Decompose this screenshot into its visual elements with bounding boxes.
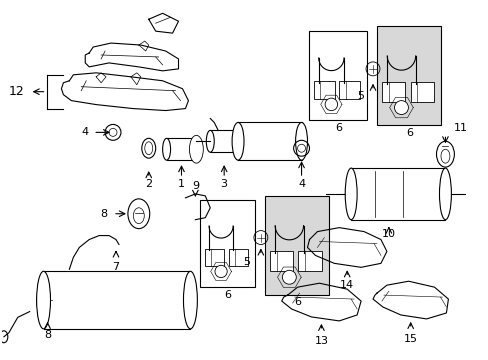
Bar — [166, 138, 196, 160]
Circle shape — [394, 100, 407, 114]
Text: 4: 4 — [81, 127, 89, 138]
Ellipse shape — [0, 331, 8, 343]
Text: 3: 3 — [220, 179, 227, 189]
Text: 2: 2 — [145, 179, 152, 189]
Text: 4: 4 — [297, 179, 305, 189]
Text: 12: 12 — [9, 85, 24, 98]
Text: 11: 11 — [453, 123, 468, 134]
Ellipse shape — [37, 271, 50, 329]
Ellipse shape — [128, 199, 149, 229]
Ellipse shape — [37, 286, 59, 316]
Text: 5: 5 — [357, 91, 364, 101]
Ellipse shape — [439, 168, 450, 220]
Bar — [228, 249, 248, 266]
Bar — [409, 82, 433, 102]
Bar — [339, 81, 359, 99]
Text: 6: 6 — [406, 129, 412, 138]
Ellipse shape — [189, 135, 203, 163]
Bar — [210, 130, 238, 152]
Bar — [204, 249, 224, 266]
Ellipse shape — [345, 168, 356, 220]
Bar — [309, 31, 366, 121]
Circle shape — [215, 265, 227, 278]
Text: 15: 15 — [403, 334, 417, 344]
Text: 1: 1 — [178, 179, 184, 189]
Bar — [43, 271, 190, 329]
Bar — [269, 251, 293, 271]
Ellipse shape — [142, 138, 155, 158]
Text: 7: 7 — [112, 262, 120, 272]
Bar — [313, 81, 334, 99]
Ellipse shape — [436, 141, 453, 167]
Bar — [200, 200, 254, 287]
Circle shape — [282, 270, 296, 284]
Text: 6: 6 — [224, 290, 231, 300]
Text: 9: 9 — [191, 181, 199, 191]
Text: 6: 6 — [293, 297, 301, 307]
Ellipse shape — [192, 138, 200, 160]
Bar — [264, 196, 328, 295]
Ellipse shape — [295, 122, 307, 160]
Ellipse shape — [440, 149, 449, 163]
Ellipse shape — [163, 138, 170, 160]
Text: 14: 14 — [340, 280, 353, 290]
Ellipse shape — [206, 130, 214, 152]
Text: 8: 8 — [101, 209, 107, 219]
Ellipse shape — [232, 122, 244, 160]
Text: 5: 5 — [243, 257, 250, 267]
Ellipse shape — [144, 142, 152, 155]
Text: 8: 8 — [44, 330, 51, 340]
Text: 6: 6 — [334, 123, 341, 134]
Bar — [350, 168, 445, 220]
Circle shape — [325, 98, 337, 111]
Bar — [376, 26, 441, 125]
Ellipse shape — [183, 271, 197, 329]
Text: 13: 13 — [314, 336, 328, 346]
Text: 10: 10 — [381, 229, 395, 239]
Bar — [381, 82, 405, 102]
Bar — [298, 251, 321, 271]
Ellipse shape — [234, 130, 242, 152]
Ellipse shape — [133, 208, 144, 224]
Ellipse shape — [42, 295, 53, 311]
